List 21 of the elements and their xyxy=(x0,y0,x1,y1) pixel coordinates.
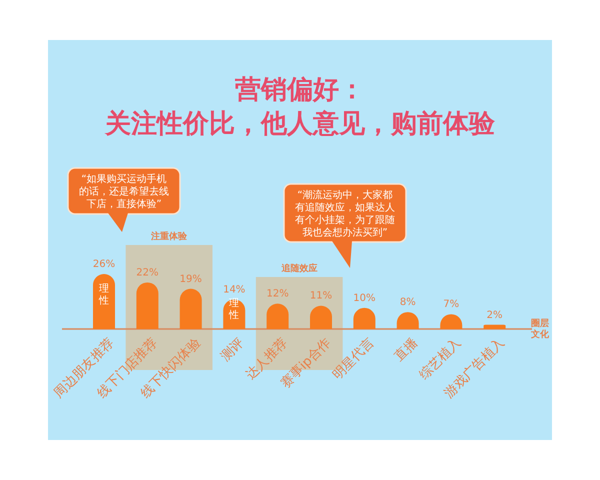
chart-subtitle: 关注性价比，他人意见，购前体验 xyxy=(104,109,496,139)
data-label: 12% xyxy=(266,288,289,300)
x-tick-label: 直播 xyxy=(392,335,421,364)
annotation: 理性 xyxy=(98,283,109,306)
chart-title: 营销偏好： xyxy=(234,75,365,105)
data-label: 19% xyxy=(180,274,202,285)
annotation: 理性 xyxy=(228,298,240,322)
text: 注重体验 xyxy=(150,231,188,242)
data-label: 26% xyxy=(92,259,116,270)
x-tick-label: 测评 xyxy=(218,335,248,364)
data-label: 14% xyxy=(223,284,246,296)
data-label: 2% xyxy=(486,310,503,321)
data-label: 22% xyxy=(136,267,159,278)
data-label: 10% xyxy=(353,292,376,304)
text: 追随效应 xyxy=(280,263,318,274)
data-label: 7% xyxy=(443,299,460,310)
callout: “如果购买运动手机的话，还是希望去线下店，直接体验” xyxy=(67,167,181,232)
data-label: 8% xyxy=(400,297,416,308)
annotation: 圈层文化 xyxy=(530,318,550,340)
x-tick-label: 明星代言 xyxy=(329,334,378,383)
data-label: 11% xyxy=(310,290,332,302)
